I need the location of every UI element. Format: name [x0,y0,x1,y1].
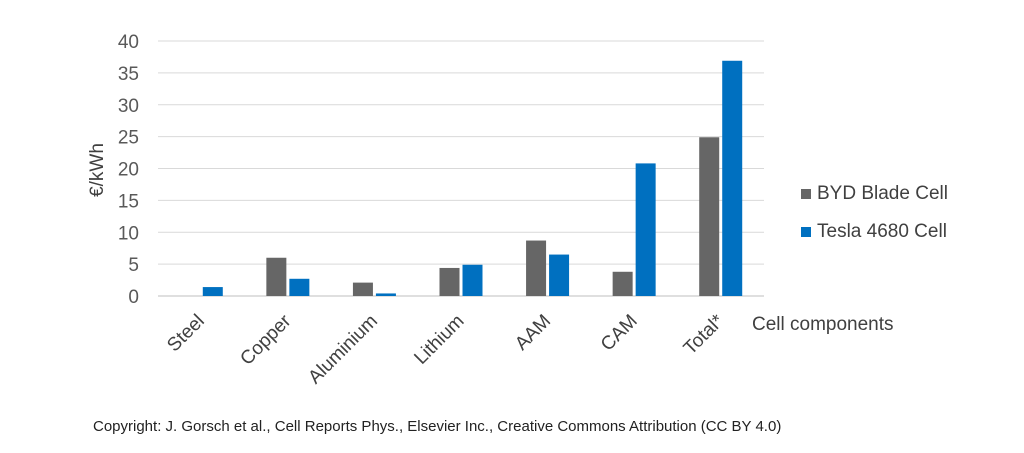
copyright-text: Copyright: J. Gorsch et al., Cell Report… [93,418,782,435]
x-tick-label: AAM [511,311,555,355]
y-axis-ticks: 0 5 10 15 20 25 30 35 40 [118,32,139,308]
bar [526,240,547,296]
bar [202,287,223,296]
x-tick-label: Lithium [410,311,468,369]
y-tick-label: 15 [118,191,139,212]
bars [202,60,743,297]
legend-label: BYD Blade Cell [817,183,948,204]
x-tick-label: Copper [236,310,295,369]
bar [266,257,287,296]
y-tick-label: 30 [118,96,139,117]
bar [439,267,460,296]
x-axis-title: Cell components [752,314,894,335]
bar [635,163,656,296]
y-tick-label: 10 [118,223,139,244]
x-tick-label: Aluminium [304,311,382,389]
bar [549,254,570,296]
legend: BYD Blade Cell Tesla 4680 Cell [801,183,948,242]
y-tick-label: 5 [128,255,139,276]
x-tick-label: Steel [163,311,208,356]
y-tick-label: 40 [118,32,139,53]
bar [612,271,633,296]
bar [289,278,310,296]
y-tick-label: 20 [118,160,139,181]
legend-swatch [801,189,811,199]
x-tick-label: Total* [680,310,729,359]
grid [158,40,764,265]
legend-label: Tesla 4680 Cell [817,221,947,242]
y-tick-label: 35 [118,64,139,85]
bar [699,137,720,296]
y-tick-label: 25 [118,128,139,149]
y-axis-title: €/kWh [87,143,108,197]
bar [722,60,743,297]
y-tick-label: 0 [128,287,139,308]
legend-swatch [801,227,811,237]
bar [375,293,396,296]
bar [352,282,373,296]
bar [462,264,483,296]
x-tick-label: CAM [597,311,642,356]
category-labels: Steel Copper Aluminium Lithium AAM CAM Total* [163,310,728,388]
